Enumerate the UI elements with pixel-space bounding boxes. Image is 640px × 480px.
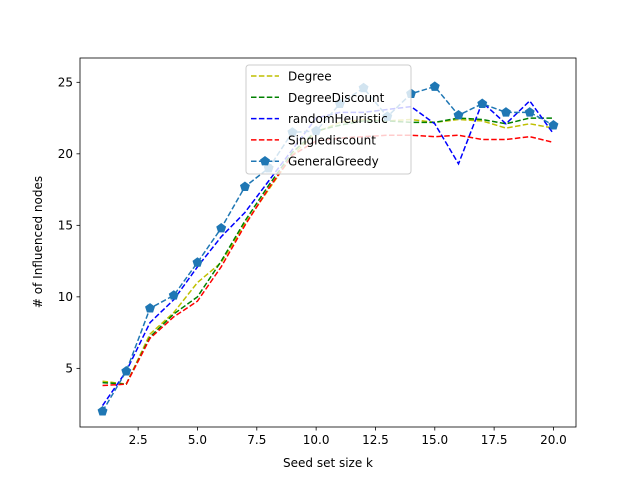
y-tick-label: 20 (58, 147, 73, 161)
x-axis-label: Seed set size k (283, 456, 373, 470)
legend-box (245, 64, 412, 175)
data-point (477, 98, 488, 108)
y-axis-label: # of Influenced nodes (31, 176, 45, 308)
x-tick-label: 15.0 (421, 433, 448, 447)
data-point (453, 109, 464, 120)
legend-item: Singlediscount (251, 133, 376, 147)
legend-item: Degree (251, 70, 332, 84)
x-tick-label: 2.5 (129, 433, 148, 447)
x-tick-label: 20.0 (540, 433, 567, 447)
data-point (121, 366, 132, 376)
legend-item: randomHeuristic (251, 112, 388, 126)
legend-label: randomHeuristic (288, 112, 388, 126)
legend-item: GeneralGreedy (251, 155, 379, 169)
series-degree (102, 118, 554, 385)
legend: Degree DegreeDiscount randomHeuristic Singl… (245, 64, 412, 175)
series-layer (97, 81, 559, 416)
x-tick-label: 10.0 (303, 433, 330, 447)
data-point (216, 222, 227, 233)
y-tick-label: 15 (58, 218, 73, 232)
y-tick-label: 25 (58, 75, 73, 89)
legend-item: DegreeDiscount (251, 91, 385, 105)
y-tick-label: 10 (58, 290, 73, 304)
axes-layer: 2.5 5.0 7.5 10.0 12.5 15.0 17.5 20.0 5 10 15 20 25 (58, 57, 577, 447)
data-point (192, 257, 203, 267)
y-tick-label: 5 (65, 361, 73, 375)
data-point (145, 303, 155, 313)
data-point (97, 406, 108, 416)
legend-label: Singlediscount (288, 133, 376, 147)
x-tick-label: 17.5 (481, 433, 508, 447)
legend-label: Degree (288, 70, 332, 84)
data-point (239, 181, 250, 191)
x-tick-label: 7.5 (247, 433, 266, 447)
data-point (501, 107, 511, 117)
series-line (101, 85, 554, 412)
data-point (548, 120, 559, 130)
x-tick-label: 12.5 (362, 433, 389, 447)
series-line (102, 118, 554, 385)
data-point (429, 81, 440, 91)
legend-marker (260, 155, 270, 166)
x-tick-label: 5.0 (188, 433, 207, 447)
axes-frame (79, 57, 577, 428)
data-point (168, 290, 179, 300)
data-point (524, 107, 535, 117)
legend-label: GeneralGreedy (288, 155, 379, 169)
legend-label: DegreeDiscount (288, 91, 385, 105)
